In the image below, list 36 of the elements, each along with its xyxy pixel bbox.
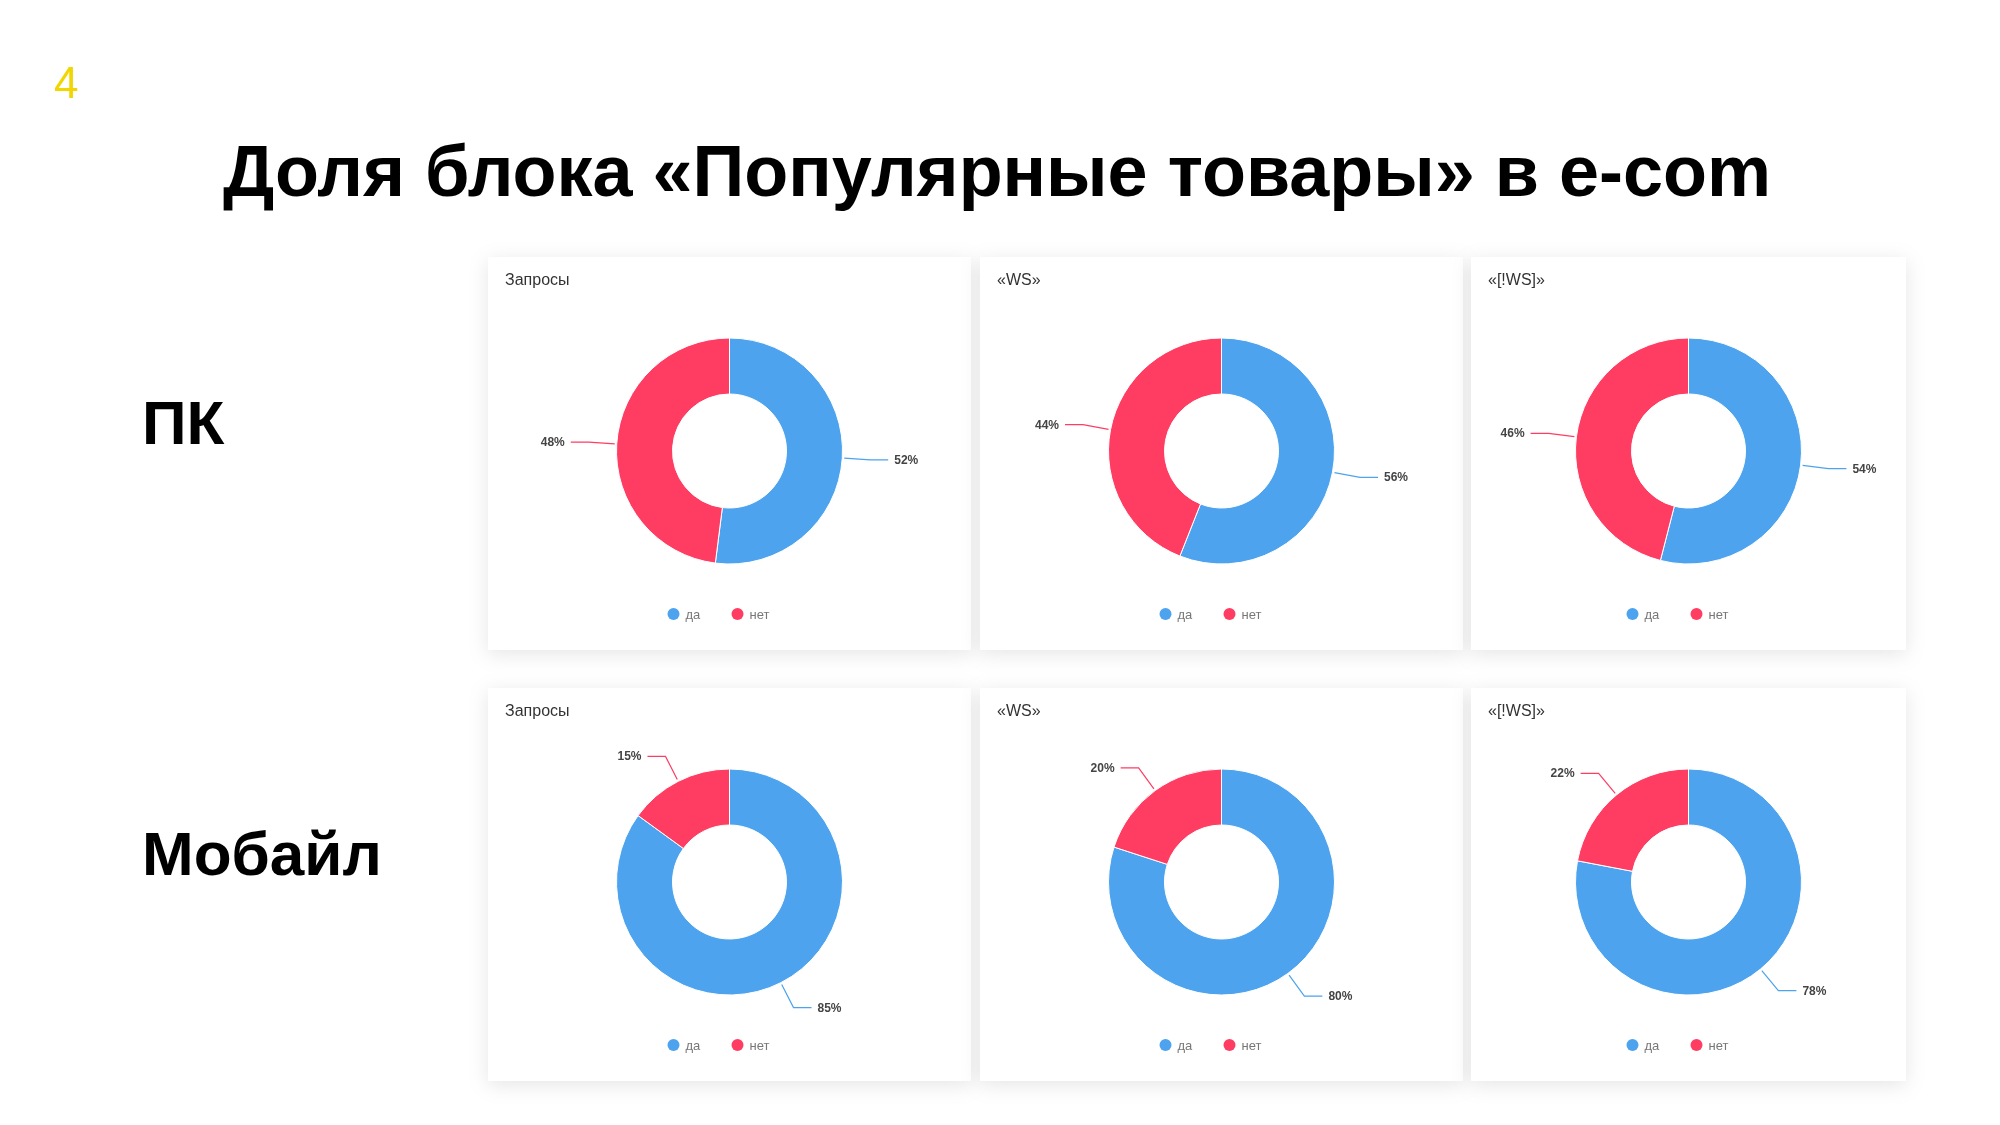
legend-label: нет: [1241, 607, 1262, 622]
data-label: 46%: [1500, 426, 1525, 441]
legend-label: да: [1177, 607, 1194, 622]
text: Доля блока «Популярные товары» в e-com: [222, 131, 1772, 211]
data-label: 52%: [894, 452, 919, 467]
chart-title: Запросы: [505, 702, 570, 719]
data-label: 15%: [617, 749, 642, 764]
legend-label: да: [685, 1038, 702, 1053]
data-label: 22%: [1550, 766, 1575, 781]
legend-label: да: [1177, 1038, 1194, 1053]
chart-title: «WS»: [997, 702, 1041, 719]
data-label: 44%: [1034, 417, 1060, 432]
legend-label: да: [1644, 607, 1661, 622]
data-label: 54%: [1852, 461, 1877, 476]
legend-label: нет: [749, 607, 770, 622]
legend-label: да: [1644, 1038, 1661, 1053]
data-label: 48%: [540, 435, 566, 450]
text: Мобайл: [142, 819, 382, 888]
text: ПК: [142, 388, 225, 457]
donut-slice: [616, 768, 843, 996]
legend-label: нет: [749, 1038, 770, 1053]
donut-slice: [1575, 768, 1802, 996]
chart-title: «[!WS]»: [1488, 702, 1546, 719]
text: 4: [54, 58, 79, 107]
data-label: 78%: [1802, 983, 1827, 998]
legend-label: нет: [1241, 1038, 1262, 1053]
legend-label: нет: [1708, 1038, 1729, 1053]
data-label: 80%: [1328, 989, 1353, 1004]
data-label: 85%: [817, 1000, 842, 1015]
chart-title: Запросы: [505, 271, 570, 288]
chart-title: «WS»: [997, 271, 1041, 288]
data-label: 56%: [1384, 470, 1409, 485]
data-label: 20%: [1090, 760, 1115, 775]
chart-title: «[!WS]»: [1488, 271, 1546, 288]
legend-label: нет: [1708, 607, 1729, 622]
legend-label: да: [685, 607, 702, 622]
